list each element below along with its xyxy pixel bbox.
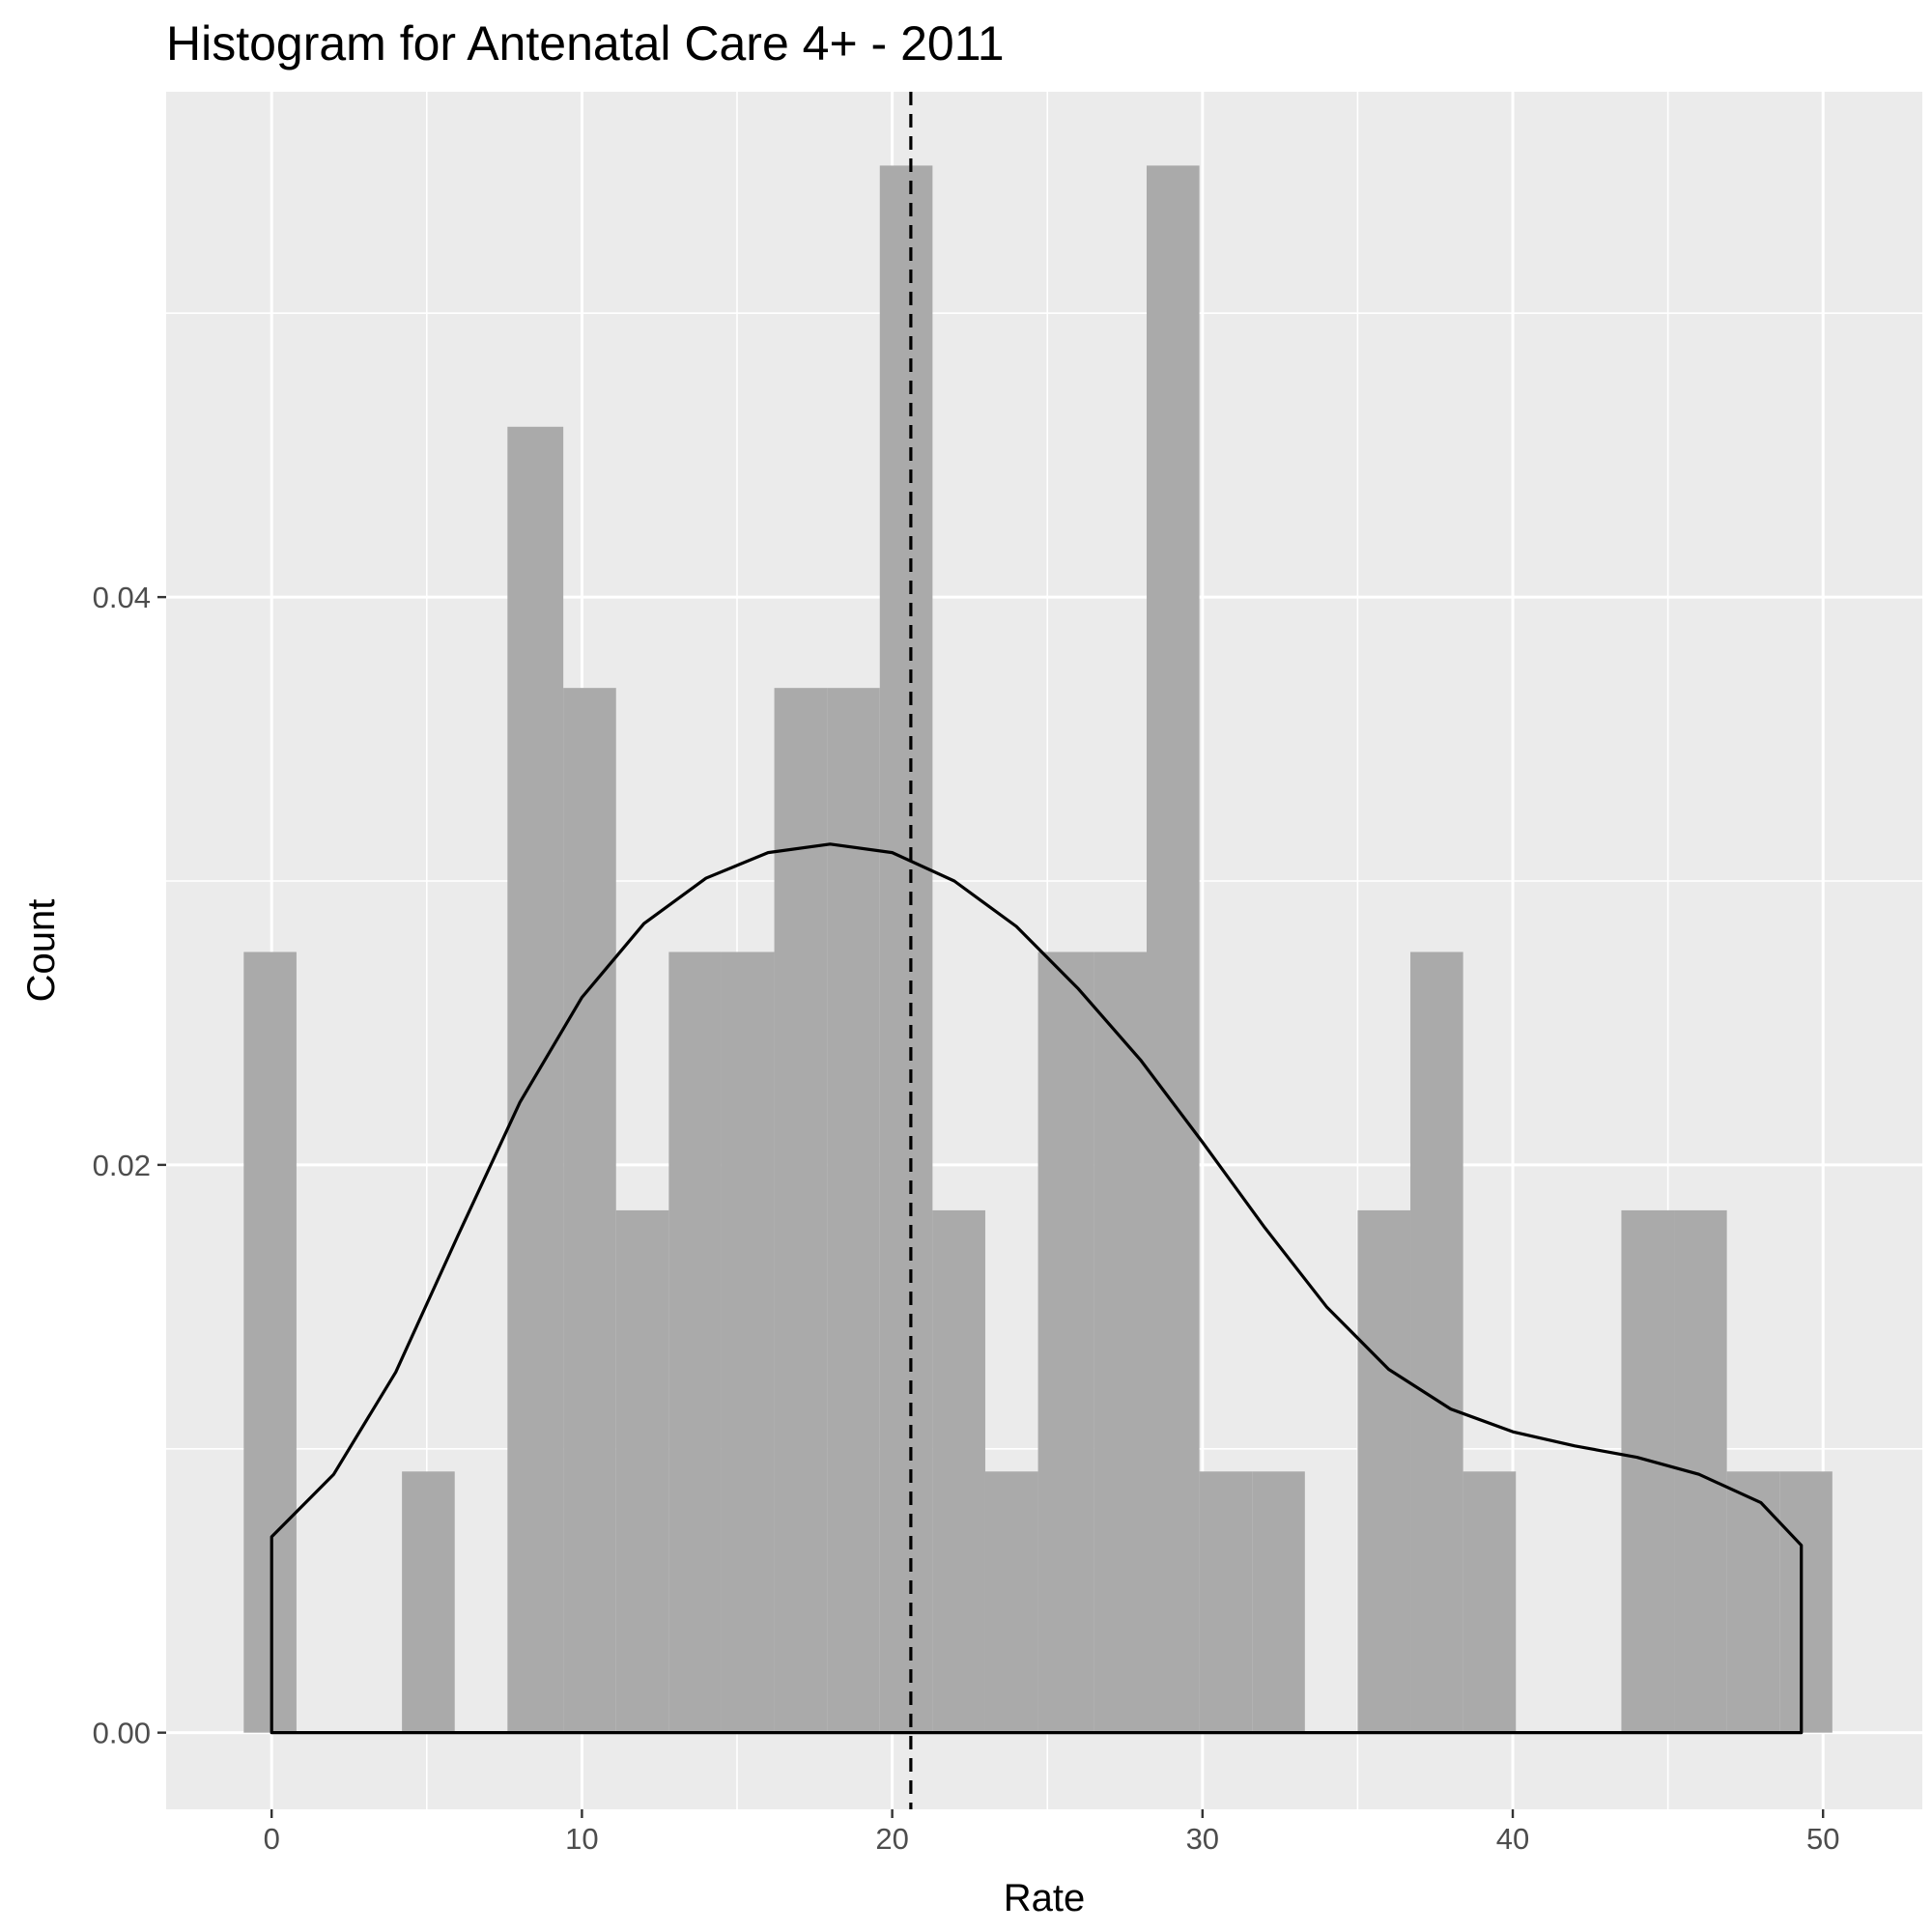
- x-tick-label: 30: [1186, 1822, 1219, 1856]
- histogram-bar: [563, 688, 616, 1733]
- histogram-bar: [1674, 1209, 1727, 1733]
- x-tick-label: 20: [875, 1822, 908, 1856]
- histogram-bar: [1463, 1471, 1517, 1733]
- histogram-bar: [1779, 1471, 1833, 1733]
- histogram-bar: [984, 1471, 1038, 1733]
- x-axis-title: Rate: [1004, 1877, 1086, 1919]
- histogram-bar: [1726, 1471, 1780, 1733]
- histogram-bar: [774, 688, 828, 1733]
- x-axis-ticks: 0 10 20 30 40 50: [264, 1809, 1839, 1856]
- histogram-bar: [1252, 1471, 1305, 1733]
- y-axis-ticks: 0.00 0.02 0.04: [93, 581, 166, 1750]
- histogram-bar: [827, 688, 880, 1733]
- chart-title: Histogram for Antenatal Care 4+ - 2011: [166, 16, 1005, 71]
- histogram-bar: [507, 426, 564, 1733]
- y-tick-label: 0.00: [93, 1717, 151, 1750]
- y-tick-label: 0.02: [93, 1149, 151, 1182]
- x-tick-label: 10: [565, 1822, 598, 1856]
- histogram-bar: [1199, 1471, 1253, 1733]
- histogram-bar: [932, 1209, 985, 1733]
- histogram-bar: [1146, 165, 1200, 1733]
- x-tick-label: 50: [1806, 1822, 1839, 1856]
- y-axis-title: Count: [20, 899, 63, 1003]
- histogram-bar: [721, 952, 775, 1733]
- histogram-bar: [615, 1209, 669, 1733]
- histogram-bar: [243, 952, 297, 1733]
- histogram-bar: [668, 952, 722, 1733]
- density-curve: [270, 842, 1804, 1735]
- histogram-bar: [1094, 952, 1147, 1733]
- x-tick-label: 40: [1496, 1822, 1529, 1856]
- y-tick-label: 0.04: [93, 581, 151, 614]
- histogram-bar: [1621, 1209, 1675, 1733]
- histogram-bar: [879, 165, 933, 1733]
- histogram-bar: [1037, 952, 1094, 1733]
- histogram-bar: [402, 1471, 455, 1733]
- x-tick-label: 0: [264, 1822, 280, 1856]
- histogram-bar: [1410, 952, 1463, 1733]
- histogram-bar: [1357, 1209, 1411, 1733]
